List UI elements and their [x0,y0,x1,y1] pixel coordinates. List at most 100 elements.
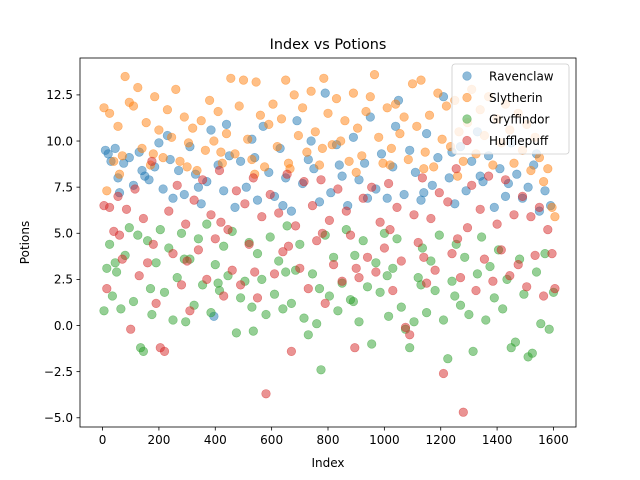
data-point-slytherin [192,165,202,176]
data-point-slytherin [213,106,223,117]
data-point-gryffindor [133,230,143,240]
data-point-hufflepuff [385,225,395,235]
data-point-gryffindor [464,309,474,320]
data-point-hufflepuff [295,263,305,273]
data-point-hufflepuff [479,254,490,264]
data-point-gryffindor [303,330,313,340]
data-point-hufflepuff [248,173,258,183]
data-point-gryffindor [269,289,280,299]
data-point-slytherin [205,95,215,105]
data-point-gryffindor [426,256,436,266]
data-point-hufflepuff [550,284,560,294]
data-point-gryffindor [282,221,292,231]
data-point-hufflepuff [324,215,335,225]
data-point-gryffindor [257,274,267,285]
data-point-ravenclaw [193,182,203,192]
data-point-gryffindor [314,284,325,294]
data-point-gryffindor [210,260,220,270]
data-point-gryffindor [219,241,229,251]
data-point-hufflepuff [189,195,199,205]
data-point-slytherin [150,92,160,102]
legend-box [451,63,570,155]
data-point-hufflepuff [219,291,229,301]
data-point-hufflepuff [500,175,511,185]
data-point-slytherin [403,154,413,165]
chart-title: Index vs Potions [270,37,387,53]
data-point-gryffindor [455,300,466,310]
data-point-hufflepuff [176,280,187,290]
data-point-hufflepuff [392,202,402,212]
data-point-hufflepuff [283,241,294,251]
data-point-hufflepuff [130,184,140,194]
data-point-gryffindor [481,315,491,325]
data-point-gryffindor [206,308,216,318]
data-point-ravenclaw [444,173,454,183]
data-point-slytherin [412,121,422,131]
data-point-gryffindor [124,223,134,233]
data-point-slytherin [162,105,172,115]
y-tick-label: 0.0 [54,319,73,333]
x-tick-label: 1600 [538,433,569,447]
data-point-ravenclaw [523,182,533,192]
data-point-ravenclaw [137,165,147,176]
data-point-hufflepuff [291,221,301,231]
data-point-gryffindor [396,302,406,312]
data-point-gryffindor [422,308,432,318]
data-point-hufflepuff [496,245,506,255]
data-point-gryffindor [278,304,288,314]
data-point-hufflepuff [164,206,174,216]
data-point-slytherin [209,136,219,146]
data-point-ravenclaw [306,136,316,146]
y-tick-label: 7.5 [54,180,73,194]
data-point-slytherin [264,119,274,129]
data-point-ravenclaw [221,119,232,129]
x-tick-label: 1000 [369,433,400,447]
data-point-ravenclaw [179,189,189,200]
data-point-hufflepuff [396,256,406,266]
y-tick-label: −5.0 [44,411,73,425]
data-point-hufflepuff [172,180,182,190]
data-point-gryffindor [316,365,326,375]
data-point-ravenclaw [334,160,344,170]
data-point-gryffindor [110,258,120,268]
data-point-hufflepuff [434,188,444,198]
data-point-ravenclaw [376,149,387,159]
data-point-ravenclaw [158,184,168,194]
data-point-hufflepuff [341,206,351,216]
data-point-ravenclaw [489,202,499,212]
data-point-gryffindor [348,296,359,307]
data-point-slytherin [351,167,361,177]
data-point-slytherin [243,134,253,144]
data-point-gryffindor [168,315,178,325]
data-point-hufflepuff [417,173,428,183]
data-point-ravenclaw [422,129,432,139]
data-point-gryffindor [350,250,360,260]
data-point-hufflepuff [102,284,112,294]
data-point-slytherin [251,77,261,87]
data-point-hufflepuff [492,219,502,229]
data-point-hufflepuff [362,252,373,262]
data-point-hufflepuff [303,284,313,294]
data-point-hufflepuff [185,306,195,316]
x-axis-title: Index [311,456,344,470]
data-point-ravenclaw [348,132,359,142]
data-point-gryffindor [202,219,212,229]
data-point-hufflepuff [422,278,432,288]
data-point-slytherin [158,153,168,163]
data-point-slytherin [365,92,375,102]
data-point-hufflepuff [443,197,453,207]
data-point-ravenclaw [230,202,240,212]
data-point-hufflepuff [269,269,280,279]
x-tick-label: 1400 [482,433,513,447]
data-point-hufflepuff [214,165,225,176]
data-point-hufflepuff [240,199,250,209]
data-point-ravenclaw [500,191,511,201]
data-point-hufflepuff [400,322,411,333]
data-point-slytherin [429,162,439,172]
data-point-slytherin [196,116,206,126]
data-point-slytherin [319,73,329,83]
data-point-gryffindor [392,234,402,244]
data-point-hufflepuff [257,212,267,222]
data-point-slytherin [369,69,380,80]
